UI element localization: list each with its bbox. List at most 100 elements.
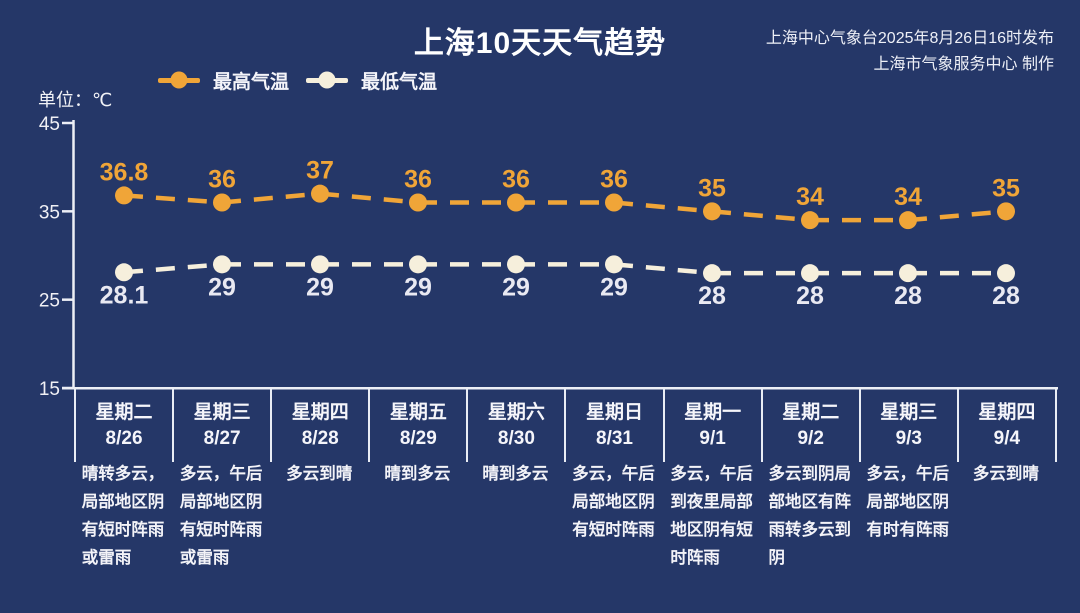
day-cell: 星期四 9/4	[959, 389, 1057, 462]
weather-line: 多云到晴	[286, 465, 353, 483]
weather-line: 时阵雨	[670, 549, 720, 567]
weather-description: 多云，午后 局部地区阴 有时有阵雨	[867, 460, 950, 572]
data-point-marker	[115, 186, 133, 205]
weather-line: 地区阴有短	[670, 521, 753, 539]
data-point-marker	[213, 193, 231, 212]
data-point-marker	[605, 193, 623, 212]
data-point-marker	[507, 193, 525, 212]
weather-description: 晴到多云	[384, 460, 450, 572]
weather-cell: 晴到多云	[466, 460, 564, 572]
date-label: 8/27	[203, 428, 241, 449]
weather-description: 多云到阴局 部地区有阵 雨转多云到阴	[768, 460, 851, 572]
page-title: 上海10天天气趋势	[413, 27, 667, 60]
weather-line: 多云，午后	[670, 465, 753, 483]
data-point-label: 29	[600, 273, 628, 301]
weather-cell: 多云到晴	[270, 460, 368, 572]
weekday-label: 星期二	[782, 402, 840, 423]
data-point-marker	[703, 202, 721, 221]
weekday-label: 星期二	[95, 402, 153, 423]
y-tick-label: 25	[39, 291, 60, 312]
data-point-label: 35	[698, 174, 726, 202]
high-temp-marker-icon	[158, 71, 200, 89]
data-point-label: 36	[502, 166, 530, 194]
weather-line: 局部地区阴	[866, 493, 950, 511]
weekday-label: 星期三	[193, 402, 251, 423]
data-point-marker	[997, 264, 1015, 283]
weather-cell: 多云，午后 局部地区阴 有短时阵雨 或雷雨	[172, 460, 270, 572]
weather-cell: 多云，午后局部地区阴有短时阵雨	[564, 460, 662, 572]
day-cell: 星期六 8/30	[468, 389, 567, 462]
legend-label-low-temp: 最低气温	[361, 71, 438, 93]
series-segment	[613, 262, 713, 276]
data-point-marker	[703, 264, 721, 283]
weather-line: 部地区有阵	[768, 493, 851, 511]
day-cell: 星期二 8/26	[76, 389, 175, 462]
data-point-label: 29	[208, 273, 236, 301]
series-segment	[613, 200, 713, 214]
day-cell: 星期四 8/28	[272, 389, 371, 462]
data-point-label: 35	[992, 174, 1020, 202]
source-line-2: 上海市气象服务中心 制作	[873, 56, 1054, 73]
weather-line: 多云，午后	[572, 465, 655, 483]
weather-description: 多云到晴	[973, 460, 1039, 572]
data-point-marker	[605, 255, 623, 274]
weekday-label: 星期四	[978, 402, 1036, 423]
date-label: 9/2	[797, 428, 824, 449]
weekday-label: 星期一	[684, 402, 742, 423]
data-point-marker	[899, 211, 917, 230]
weekday-label: 星期四	[291, 402, 349, 423]
weather-line: 晴到多云	[384, 465, 451, 483]
series-low-temp: 28.1 29 29 29 29 29 28 28 28 28	[100, 255, 1020, 310]
day-cell: 星期三 9/3	[861, 389, 959, 462]
series-segment	[907, 209, 1007, 223]
weather-line: 或雷雨	[81, 549, 132, 567]
weather-line: 多云，午后	[179, 465, 263, 483]
weather-line: 阴	[768, 549, 785, 567]
data-point-label: 28	[992, 282, 1020, 310]
weather-line: 或雷雨	[179, 549, 230, 567]
weather-line: 有短时阵雨	[572, 521, 655, 539]
data-point-marker	[115, 263, 133, 282]
weather-cell: 多云到晴	[957, 460, 1055, 572]
weather-cell: 多云，午后 局部地区阴 有时有阵雨	[859, 460, 957, 572]
weather-line: 多云，午后	[866, 465, 950, 483]
data-point-label: 36	[208, 166, 236, 194]
data-point-label: 29	[404, 273, 432, 301]
weather-line: 雨转多云到	[768, 521, 851, 539]
data-point-label: 29	[306, 273, 334, 301]
weather-line: 到夜里局部	[670, 493, 753, 511]
weather-description: 多云，午后到夜里局部地区阴有短时阵雨	[670, 460, 753, 572]
weather-line: 局部地区阴	[572, 493, 655, 511]
y-tick-label: 15	[39, 379, 60, 400]
legend: 最高气温 最低气温	[158, 66, 437, 94]
weather-line: 有短时阵雨	[179, 521, 263, 539]
unit-label: 单位：℃	[38, 90, 113, 110]
date-label: 8/26	[105, 428, 143, 449]
data-point-label: 36.8	[100, 158, 149, 186]
weather-line: 有短时阵雨	[81, 521, 165, 539]
data-point-label: 36	[600, 166, 628, 194]
weather-description: 晴转多云， 局部地区阴 有短时阵雨 或雷雨	[82, 460, 165, 572]
data-point-marker	[311, 184, 329, 203]
weather-cell: 晴转多云， 局部地区阴 有短时阵雨 或雷雨	[74, 460, 172, 572]
day-cell: 星期二 9/2	[763, 389, 861, 462]
weather-cell: 晴到多云	[368, 460, 466, 572]
data-point-marker	[801, 211, 819, 230]
data-point-marker	[997, 202, 1015, 221]
data-point-label: 28	[894, 282, 922, 310]
weather-description: 多云，午后局部地区阴有短时阵雨	[572, 460, 655, 572]
data-point-label: 34	[796, 183, 824, 211]
data-point-marker	[311, 255, 329, 274]
data-point-label: 28.1	[100, 281, 149, 309]
data-point-marker	[801, 264, 819, 283]
source-line-1: 上海中心气象台2025年8月26日16时发布	[765, 30, 1054, 47]
day-header-row: 星期二 8/26 星期三 8/27 星期四 8/28 星期五 8/29 星期六 8/30 星期日 8/…	[74, 389, 1057, 462]
high-temp-dot-icon	[170, 71, 188, 89]
day-cell: 星期日 8/31	[566, 389, 665, 462]
day-cell: 星期三 8/27	[174, 389, 273, 462]
source-info: 上海中心气象台2025年8月26日16时发布 上海市气象服务中心 制作	[766, 26, 1054, 78]
data-point-label: 37	[306, 157, 334, 185]
y-tick-label: 35	[39, 202, 60, 223]
data-point-label: 28	[698, 282, 726, 310]
